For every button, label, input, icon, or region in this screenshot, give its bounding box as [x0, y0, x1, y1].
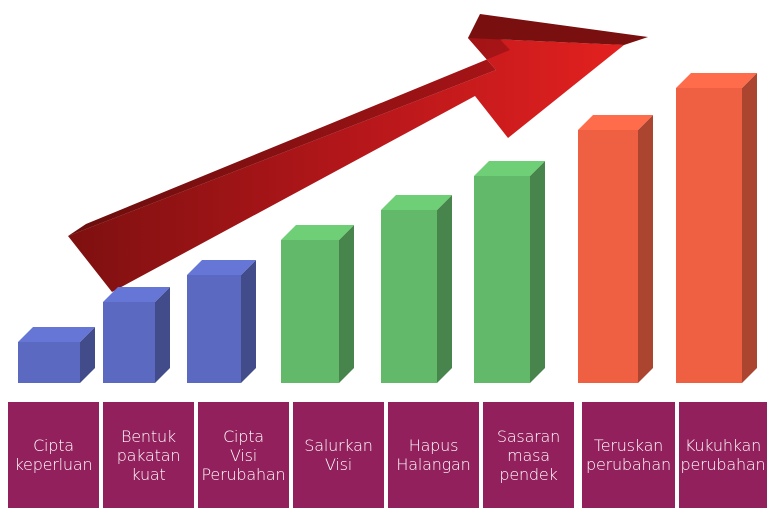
step-bar-2 — [103, 287, 170, 383]
bar-side-face — [742, 73, 757, 383]
step-label-text: Hapus Halangan — [396, 436, 471, 474]
step-label-text: Cipta Visi Perubahan — [201, 426, 286, 484]
step-label-text: Sasaran masa pendek — [496, 426, 561, 484]
growth-arrow-icon — [68, 14, 648, 292]
step-label-3: Cipta Visi Perubahan — [198, 402, 289, 508]
bar-side-face — [155, 287, 170, 383]
bar-front-face — [676, 88, 742, 383]
bar-top-face — [676, 73, 757, 88]
bar-side-face — [80, 327, 95, 383]
step-bar-8 — [676, 73, 757, 383]
step-label-text: Bentuk pakatan kuat — [116, 426, 181, 484]
step-bar-6 — [474, 161, 545, 383]
step-bars — [18, 73, 757, 383]
step-label-text: Salurkan Visi — [304, 436, 373, 474]
step-bar-7 — [578, 115, 653, 383]
step-bar-5 — [381, 195, 452, 383]
step-label-2: Bentuk pakatan kuat — [103, 402, 194, 508]
step-bar-3 — [187, 260, 256, 383]
step-label-row: Cipta keperluan Bentuk pakatan kuat Cipt… — [0, 402, 767, 508]
bar-top-face — [281, 225, 354, 240]
staircase-graphic — [18, 14, 757, 383]
bar-side-face — [339, 225, 354, 383]
arrow-body — [68, 38, 624, 292]
bar-top-face — [18, 327, 95, 342]
arrow-top-face — [68, 18, 510, 236]
bar-top-face — [381, 195, 452, 210]
arrow-head-top-face — [468, 14, 648, 45]
bar-side-face — [530, 161, 545, 383]
step-bar-1 — [18, 327, 95, 383]
step-label-6: Sasaran masa pendek — [483, 402, 574, 508]
bar-side-face — [241, 260, 256, 383]
step-bar-4 — [281, 225, 354, 383]
bar-front-face — [18, 342, 80, 383]
bar-front-face — [474, 176, 530, 383]
step-label-text: Kukuhkan perubahan — [680, 436, 766, 474]
bar-front-face — [381, 210, 437, 383]
bar-side-face — [638, 115, 653, 383]
step-label-4: Salurkan Visi — [293, 402, 384, 508]
bar-top-face — [103, 287, 170, 302]
bar-top-face — [474, 161, 545, 176]
step-label-text: Cipta keperluan — [14, 436, 93, 474]
bar-top-face — [578, 115, 653, 130]
bar-side-face — [437, 195, 452, 383]
bar-front-face — [187, 275, 241, 383]
bar-front-face — [578, 130, 638, 383]
bar-front-face — [103, 302, 155, 383]
bar-front-face — [281, 240, 339, 383]
bar-top-face — [187, 260, 256, 275]
step-label-5: Hapus Halangan — [388, 402, 479, 508]
step-label-7: Teruskan perubahan — [582, 402, 675, 508]
step-label-8: Kukuhkan perubahan — [679, 402, 767, 508]
step-label-text: Teruskan perubahan — [586, 436, 671, 474]
step-label-1: Cipta keperluan — [8, 402, 99, 508]
